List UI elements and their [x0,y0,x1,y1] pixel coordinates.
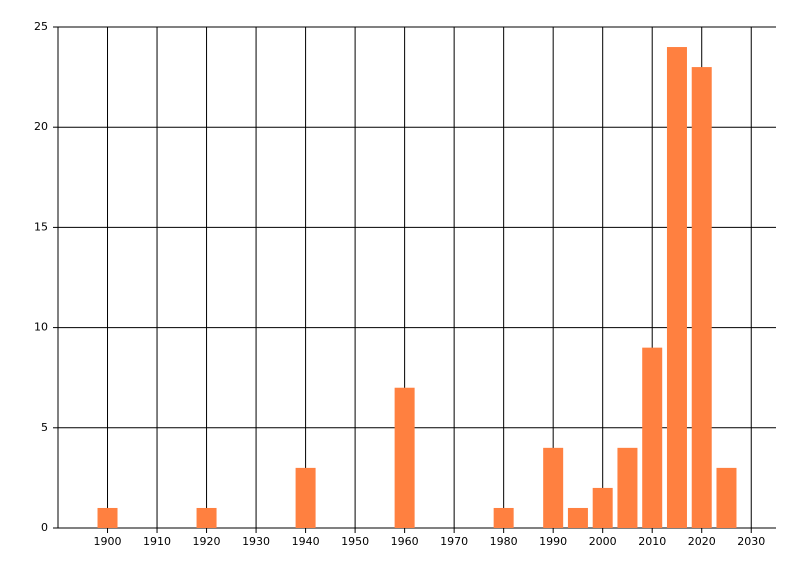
x-tick-label: 1930 [242,535,270,548]
bar [295,467,316,528]
y-tick-label: 10 [34,321,48,334]
bar [394,387,415,528]
y-tick-label: 0 [41,521,48,534]
y-tick-label: 25 [34,20,48,33]
y-tick-label: 5 [41,421,48,434]
x-tick-label: 1980 [490,535,518,548]
bar [592,487,613,528]
x-tick-label: 2000 [589,535,617,548]
bar [666,47,687,528]
x-tick-label: 1950 [341,535,369,548]
x-tick-label: 1910 [143,535,171,548]
bar [567,507,588,528]
y-tick-label: 20 [34,120,48,133]
bar [196,507,217,528]
bar [543,447,564,528]
y-tick-label: 15 [34,220,48,233]
x-tick-label: 1960 [391,535,419,548]
x-tick-label: 2020 [688,535,716,548]
bar [642,347,663,528]
bar [716,467,737,528]
bar [97,507,118,528]
x-tick-label: 1900 [94,535,122,548]
bar [617,447,638,528]
x-tick-label: 1920 [193,535,221,548]
x-tick-label: 1990 [539,535,567,548]
x-tick-label: 1970 [440,535,468,548]
x-tick-label: 1940 [292,535,320,548]
x-tick-label: 2010 [638,535,666,548]
x-tick-label: 2030 [737,535,765,548]
bar [493,507,514,528]
bar [691,67,712,528]
